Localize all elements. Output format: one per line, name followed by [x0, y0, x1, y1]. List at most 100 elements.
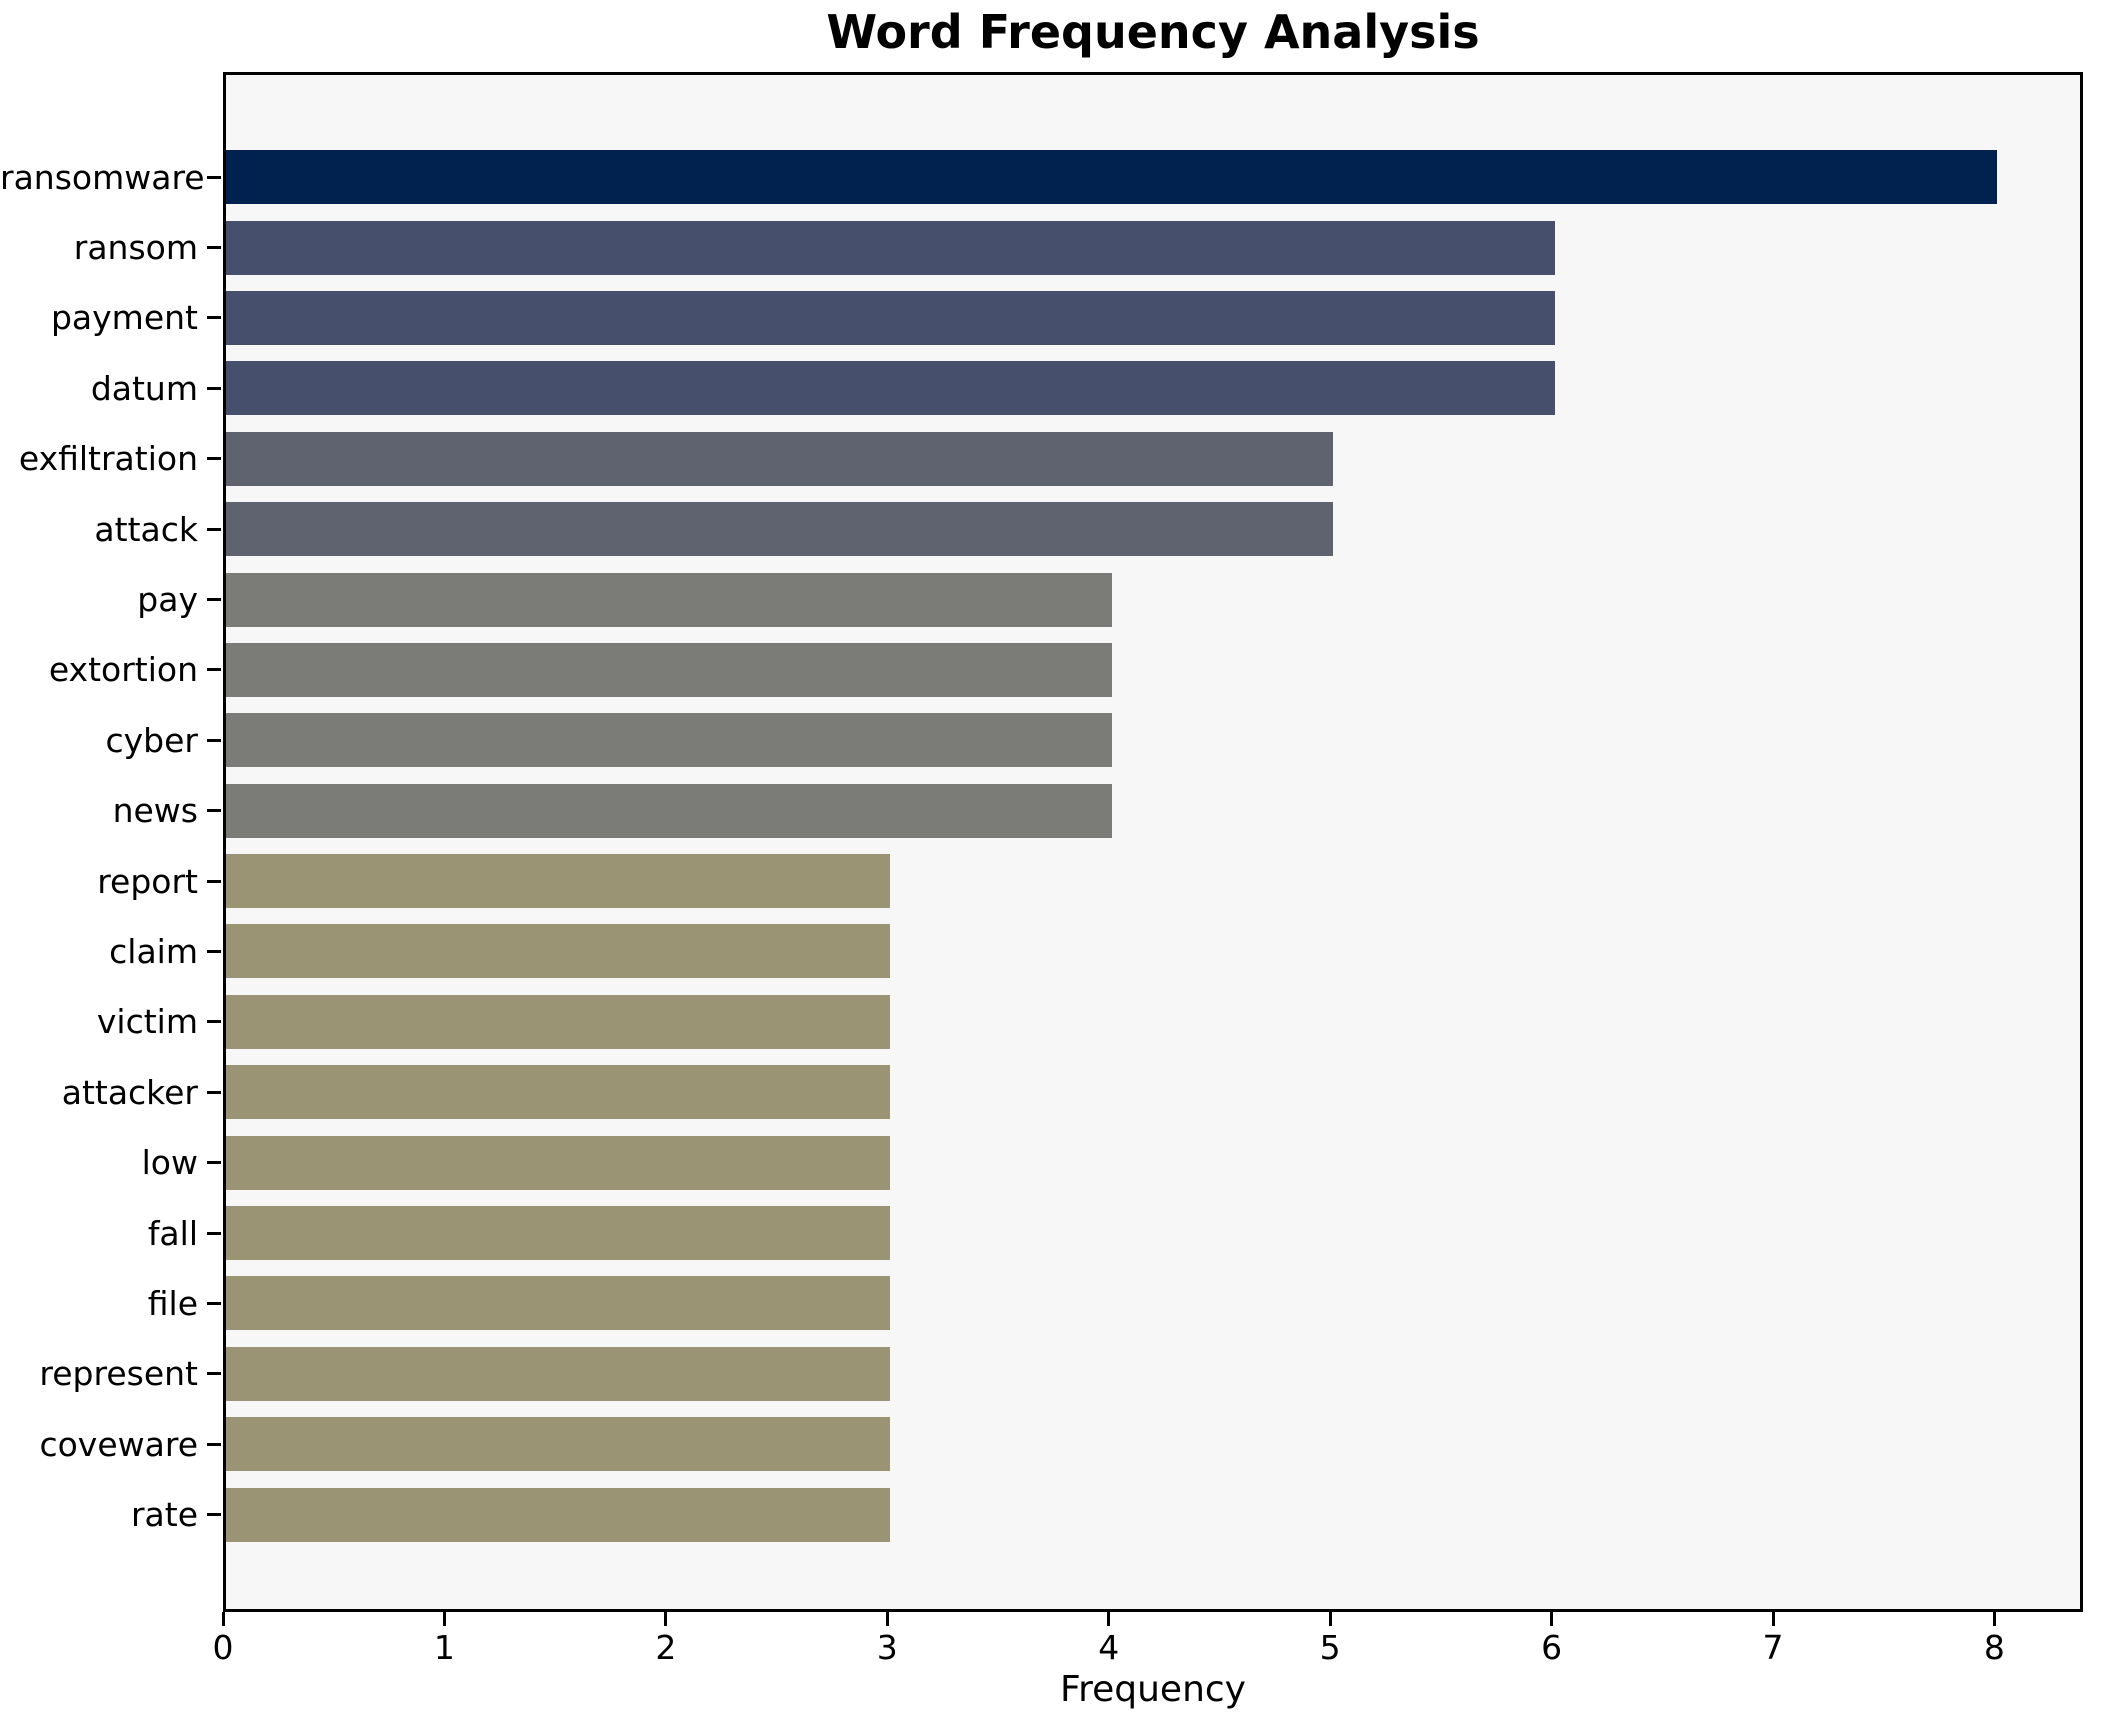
bar-row: attacker	[0, 1057, 2102, 1127]
y-tick-mark	[207, 1372, 221, 1376]
y-tick-label: extortion	[48, 650, 198, 690]
y-tick-label: payment	[50, 298, 198, 338]
x-tick-label: 4	[1098, 1628, 1120, 1667]
y-tick-mark	[207, 668, 221, 672]
y-tick-label: news	[112, 791, 198, 831]
y-tick-label: pay	[137, 580, 198, 620]
y-tick-mark	[207, 1090, 221, 1094]
bar	[226, 502, 1333, 557]
bar-row: cyber	[0, 705, 2102, 775]
bar-row: exfiltration	[0, 424, 2102, 494]
chart-title: Word Frequency Analysis	[826, 5, 1480, 59]
bar-row: datum	[0, 353, 2102, 423]
y-tick-label: ransom	[73, 228, 198, 268]
bar-row: payment	[0, 283, 2102, 353]
y-tick-mark	[207, 457, 221, 461]
bar	[226, 713, 1112, 768]
x-axis-label: Frequency	[1060, 1669, 1246, 1710]
y-tick-label: coveware	[39, 1424, 198, 1464]
y-tick-mark	[207, 175, 221, 179]
bar	[226, 642, 1112, 697]
x-tick-label: 6	[1541, 1628, 1563, 1667]
y-tick-mark	[207, 1513, 221, 1517]
y-tick-label: datum	[90, 368, 198, 408]
y-tick-mark	[207, 738, 221, 742]
bar-row: file	[0, 1268, 2102, 1338]
y-tick-mark	[207, 949, 221, 953]
x-tick-mark	[1328, 1612, 1332, 1626]
y-tick-mark	[207, 527, 221, 531]
bar-row: extortion	[0, 635, 2102, 705]
x-tick-label: 3	[876, 1628, 898, 1667]
y-tick-label: report	[97, 861, 198, 901]
bar-row: rate	[0, 1479, 2102, 1549]
y-tick-mark	[207, 386, 221, 390]
y-tick-label: exfiltration	[18, 439, 198, 479]
y-tick-mark	[207, 1161, 221, 1165]
bar	[226, 783, 1112, 838]
y-tick-label: rate	[130, 1495, 198, 1535]
bar	[226, 1206, 890, 1261]
y-tick-label: file	[147, 1283, 198, 1323]
y-tick-label: attack	[94, 509, 198, 549]
bar-row: attack	[0, 494, 2102, 564]
bar-row: report	[0, 846, 2102, 916]
x-tick-mark	[885, 1612, 889, 1626]
y-tick-mark	[207, 598, 221, 602]
bar	[226, 1135, 890, 1190]
y-tick-mark	[207, 246, 221, 250]
bar-row: represent	[0, 1339, 2102, 1409]
y-tick-mark	[207, 1231, 221, 1235]
x-tick-mark	[664, 1612, 668, 1626]
x-tick-mark	[1771, 1612, 1775, 1626]
x-tick-label: 1	[433, 1628, 455, 1667]
y-tick-label: claim	[109, 931, 198, 971]
bar-row: ransomware	[0, 142, 2102, 212]
y-tick-mark	[207, 1442, 221, 1446]
y-tick-label: attacker	[61, 1072, 198, 1112]
y-tick-label: fall	[147, 1213, 198, 1253]
bar-row: coveware	[0, 1409, 2102, 1479]
bar-row: fall	[0, 1198, 2102, 1268]
y-tick-label: ransomware	[0, 157, 205, 197]
x-tick-mark	[1107, 1612, 1111, 1626]
x-tick-mark	[1992, 1612, 1996, 1626]
x-tick-mark	[442, 1612, 446, 1626]
x-axis: 0 1 2 3 4 5 6 7 8	[0, 1612, 2102, 1682]
y-tick-mark	[207, 316, 221, 320]
bar-row: claim	[0, 916, 2102, 986]
y-tick-mark	[207, 1020, 221, 1024]
bar	[226, 361, 1555, 416]
bar	[226, 290, 1555, 345]
bar	[226, 854, 890, 909]
bar	[226, 1276, 890, 1331]
bar	[226, 1487, 890, 1542]
bar-row: victim	[0, 987, 2102, 1057]
y-tick-mark	[207, 1301, 221, 1305]
bar-row: pay	[0, 564, 2102, 634]
bar	[226, 572, 1112, 627]
y-tick-label: represent	[39, 1354, 198, 1394]
x-tick-label: 2	[655, 1628, 677, 1667]
y-tick-label: low	[141, 1143, 198, 1183]
bars-container: ransomware ransom payment datum exfiltration…	[0, 142, 2102, 1550]
x-tick-mark	[221, 1612, 225, 1626]
x-tick-mark	[1550, 1612, 1554, 1626]
bar	[226, 150, 1997, 205]
bar-row: low	[0, 1127, 2102, 1197]
y-tick-label: victim	[96, 1002, 198, 1042]
bar-row: news	[0, 776, 2102, 846]
bar	[226, 220, 1555, 275]
bar	[226, 994, 890, 1049]
x-tick-label: 5	[1319, 1628, 1341, 1667]
bar	[226, 431, 1333, 486]
bar	[226, 1346, 890, 1401]
bar	[226, 1065, 890, 1120]
x-tick-label: 8	[1983, 1628, 2005, 1667]
y-tick-label: cyber	[105, 720, 199, 760]
bar	[226, 1417, 890, 1472]
y-tick-mark	[207, 809, 221, 813]
bar-row: ransom	[0, 212, 2102, 282]
bar	[226, 924, 890, 979]
